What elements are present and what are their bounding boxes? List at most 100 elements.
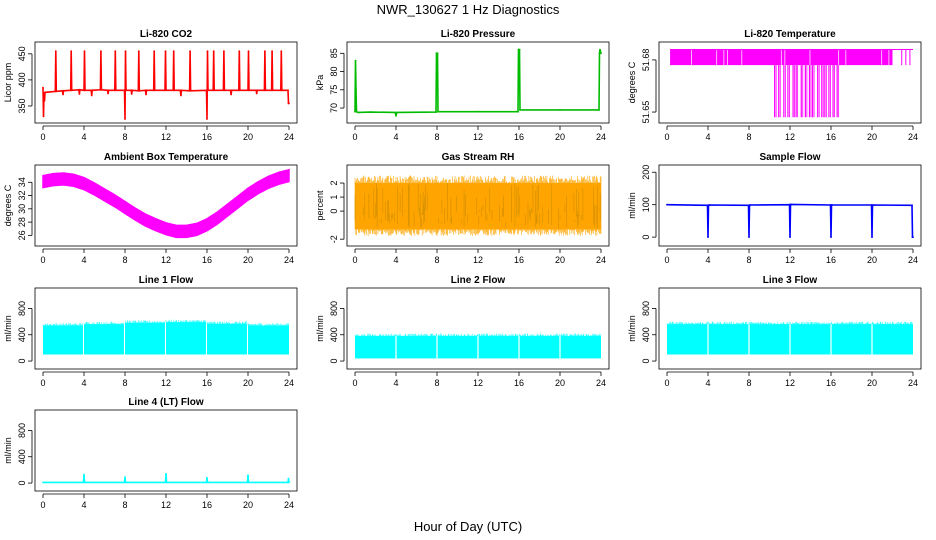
y-tick-label: 2 [329, 181, 339, 186]
data-point [395, 114, 397, 117]
x-tick-label: 20 [555, 378, 565, 388]
x-tick-label: 8 [122, 255, 127, 265]
data-point [238, 89, 241, 92]
y-tick-label: 800 [329, 301, 339, 316]
data-point [830, 236, 832, 239]
data-point [248, 89, 250, 92]
x-tick-label: 24 [596, 378, 606, 388]
plot-frame [34, 164, 298, 247]
chart-panel-6: Sample Flow ml/min 0 4 8 12 16 20 24 0 100 200 [627, 152, 922, 265]
y-axis-label: ml/min [3, 315, 13, 342]
data-point [280, 89, 283, 92]
data-point [247, 50, 250, 53]
data-point [213, 89, 216, 92]
y-axis-label: degrees C [3, 184, 13, 226]
y-tick-label: 0 [329, 209, 339, 214]
data-point [189, 89, 192, 92]
data-point [124, 50, 127, 53]
data-point [355, 88, 357, 91]
data-point [247, 474, 249, 477]
data-point [131, 89, 134, 92]
chart-panel-7: Line 1 Flow ml/min 0 4 8 12 16 20 24 0 400 800 [3, 275, 298, 388]
data-point [206, 118, 208, 120]
series-line [43, 473, 290, 484]
x-tick-label: 24 [908, 378, 918, 388]
data-point [477, 110, 479, 113]
data-point [238, 50, 241, 53]
x-tick-label: 16 [514, 378, 524, 388]
x-tick-label: 16 [826, 132, 836, 142]
figure-xlabel: Hour of Day (UTC) [414, 519, 522, 534]
chart-panel-9: Line 3 Flow ml/min 0 4 8 12 16 20 24 0 400 800 [627, 275, 922, 388]
data-point [872, 204, 874, 206]
x-tick-label: 0 [40, 500, 45, 510]
x-tick-label: 24 [908, 132, 918, 142]
data-point [264, 50, 266, 53]
flow-band [207, 323, 247, 355]
x-tick-label: 20 [243, 132, 253, 142]
data-point [518, 48, 521, 51]
data-point [598, 109, 600, 111]
panel-title: Line 4 (LT) Flow [128, 397, 204, 408]
x-tick-label: 24 [908, 255, 918, 265]
y-tick-label: 85 [329, 48, 339, 58]
x-tick-label: 0 [352, 255, 357, 265]
y-tick-label: 32 [17, 191, 27, 201]
y-tick-label: 400 [329, 327, 339, 342]
x-tick-label: 4 [705, 132, 710, 142]
data-point [42, 115, 45, 118]
x-tick-label: 20 [555, 132, 565, 142]
x-tick-label: 0 [664, 255, 669, 265]
data-point [70, 89, 73, 92]
data-point [230, 93, 233, 96]
x-tick-label: 4 [81, 378, 86, 388]
x-tick-label: 0 [40, 132, 45, 142]
data-point [369, 111, 372, 113]
data-point [207, 89, 209, 92]
x-tick-label: 24 [596, 255, 606, 265]
data-point [912, 236, 914, 239]
y-axis-label: Licor ppm [3, 63, 13, 103]
x-tick-label: 8 [122, 378, 127, 388]
x-tick-label: 20 [243, 500, 253, 510]
series-layer [670, 48, 913, 118]
chart-panel-2: Li-820 Pressure kPa 0 4 8 12 16 20 24 70 75 80 85 [315, 29, 610, 142]
x-tick-label: 24 [284, 378, 294, 388]
series-line [354, 48, 602, 118]
data-point [100, 88, 103, 91]
x-tick-label: 0 [352, 132, 357, 142]
data-point [831, 204, 833, 206]
data-point [271, 50, 273, 53]
data-point [437, 110, 439, 113]
y-tick-label: 75 [329, 85, 339, 95]
chart-panel-3: Li-820 Temperature degrees C 0 4 8 12 16 20 24 51… [627, 29, 922, 142]
panel-title: Ambient Box Temperature [104, 152, 229, 163]
y-tick-label: 34 [17, 177, 27, 187]
y-tick-label: 0 [641, 235, 651, 240]
data-point [62, 89, 65, 92]
x-tick-label: 12 [161, 132, 171, 142]
y-axis-label: kPa [315, 75, 325, 91]
data-point [230, 89, 233, 92]
series-layer [42, 319, 290, 355]
x-tick-label: 4 [705, 255, 710, 265]
data-point [42, 481, 44, 484]
x-tick-label: 4 [393, 378, 398, 388]
data-point [164, 50, 167, 53]
series-layer [354, 48, 602, 118]
plot-frame [34, 409, 298, 492]
x-tick-label: 8 [122, 132, 127, 142]
series-layer [42, 472, 290, 484]
data-point [125, 89, 127, 92]
data-point [145, 89, 148, 92]
x-tick-label: 12 [473, 132, 483, 142]
data-point [172, 50, 175, 53]
x-tick-label: 12 [473, 255, 483, 265]
data-point [708, 204, 710, 206]
x-tick-label: 20 [243, 378, 253, 388]
plot-frame [346, 164, 610, 247]
data-point [173, 89, 176, 92]
chart-panel-4: Ambient Box Temperature degrees C 0 4 8 12 16 2… [3, 152, 298, 265]
data-point [256, 89, 259, 92]
data-point [206, 476, 208, 479]
